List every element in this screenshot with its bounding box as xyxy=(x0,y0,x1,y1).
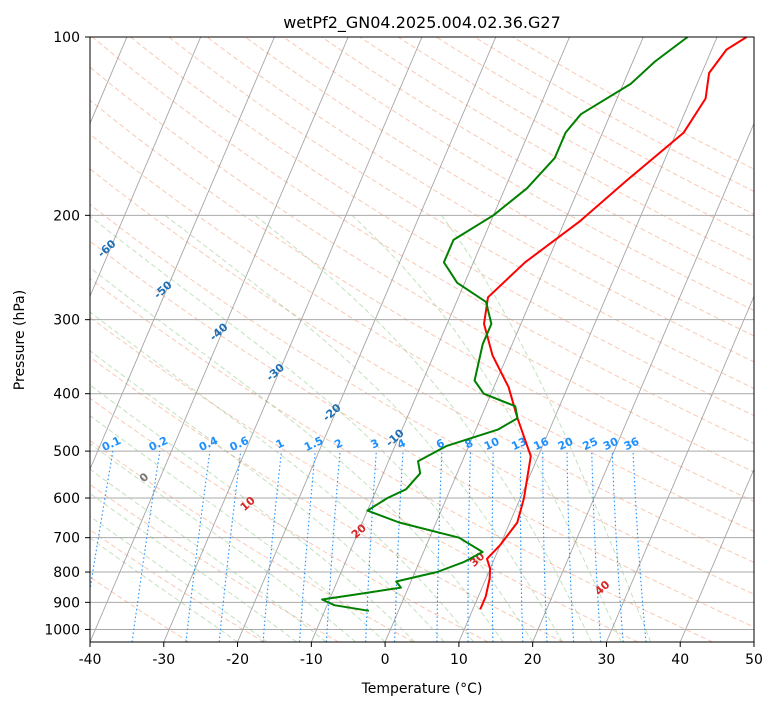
isotherm-line xyxy=(310,37,570,642)
dry-adiabat-line xyxy=(90,66,754,473)
mixing-ratio-label: 16 xyxy=(532,435,552,453)
y-tick-label: 100 xyxy=(53,30,80,46)
moist-adiabat-line xyxy=(164,214,563,642)
background-lines xyxy=(90,37,754,642)
dry-adiabat-line xyxy=(90,203,754,595)
moist-adiabat-line xyxy=(90,215,534,642)
dry-adiabat-line xyxy=(321,37,754,287)
y-axis-ticks: 1000 900 800 700 600 500 400 300 200 100 xyxy=(44,30,90,638)
x-tick-label: 20 xyxy=(524,652,542,668)
dry-adiabat-line xyxy=(90,278,713,642)
mixing-ratio-label: 20 xyxy=(556,435,576,453)
mixing-ratio-label: 25 xyxy=(581,435,600,453)
moist-adiabat-line xyxy=(90,537,238,642)
y-tick-label: 900 xyxy=(53,595,80,611)
dry-adiabat-line xyxy=(283,37,754,312)
isotherm-line xyxy=(532,122,754,642)
mixing-ratio-line xyxy=(131,451,161,642)
dry-adiabat-line xyxy=(206,37,754,363)
isotherm-line xyxy=(606,295,754,642)
y-tick-label: 600 xyxy=(53,491,80,507)
y-tick-label: 700 xyxy=(53,531,80,547)
mixing-ratio-line xyxy=(185,451,211,642)
dry-adiabat-line xyxy=(90,99,754,502)
x-tick-label: -40 xyxy=(79,652,102,668)
isotherm-label: -80 xyxy=(0,156,6,179)
mixing-ratio-line xyxy=(262,451,283,642)
mixing-ratio-line xyxy=(299,451,316,642)
mixing-ratio-line xyxy=(218,451,242,642)
isotherm-line xyxy=(163,37,423,642)
dry-adiabat-line xyxy=(90,240,754,628)
x-tick-label: -30 xyxy=(152,652,175,668)
moist-adiabat-line xyxy=(351,214,622,642)
dry-adiabat-line xyxy=(90,483,339,642)
dry-adiabat-line xyxy=(168,37,754,389)
moist-adiabat-line xyxy=(90,267,504,642)
isotherm-line xyxy=(237,37,497,642)
isotherm-line xyxy=(90,37,202,298)
moist-adiabat-line xyxy=(254,214,593,642)
moist-adiabat-line xyxy=(90,350,445,642)
y-tick-label: 400 xyxy=(53,387,80,403)
temperature-profile xyxy=(479,37,748,610)
x-tick-label: -20 xyxy=(226,652,249,668)
x-tick-label: 10 xyxy=(450,652,468,668)
isotherm-line xyxy=(90,37,275,471)
x-tick-label: 40 xyxy=(671,652,689,668)
x-tick-label: 0 xyxy=(381,652,390,668)
mixing-ratio-label: 10 xyxy=(482,435,502,453)
y-tick-label: 1000 xyxy=(44,622,80,638)
isotherm-line xyxy=(90,37,349,642)
y-tick-label: 800 xyxy=(53,565,80,581)
x-tick-label: 30 xyxy=(598,652,616,668)
moist-adiabat-line xyxy=(90,492,297,642)
isotherm-line xyxy=(384,37,644,642)
y-axis-title: Pressure (hPa) xyxy=(12,290,28,390)
moist-adiabat-line xyxy=(90,442,356,642)
dry-adiabat-line xyxy=(90,397,489,642)
mixing-ratio-label: 36 xyxy=(622,435,642,453)
y-tick-label: 300 xyxy=(53,313,80,329)
dry-adiabat-line xyxy=(90,133,754,533)
x-axis-title: Temperature (°C) xyxy=(361,681,483,697)
y-tick-label: 500 xyxy=(53,444,80,460)
dry-adiabat-line xyxy=(90,529,265,642)
x-tick-label: 50 xyxy=(745,652,763,668)
isotherm-line xyxy=(753,640,754,642)
dry-adiabat-line xyxy=(244,37,754,337)
x-tick-label: -10 xyxy=(300,652,323,668)
y-tick-label: 200 xyxy=(53,208,80,224)
x-axis-ticks: -40 -30 -20 -10 0 10 20 30 40 50 xyxy=(79,642,763,668)
dewpoint-profile xyxy=(321,37,689,612)
plot-frame xyxy=(89,36,755,643)
profile-lines xyxy=(321,37,748,612)
dry-adiabat-line xyxy=(90,356,564,642)
mixing-ratio-line xyxy=(632,451,647,642)
chart-title: wetPf2_GN04.2025.004.02.36.G27 xyxy=(283,13,561,33)
moist-adiabat-line xyxy=(90,468,327,642)
dry-adiabat-line xyxy=(90,316,639,642)
isotherm-line xyxy=(679,467,754,642)
mixing-ratio-label: 30 xyxy=(601,435,621,453)
moist-adiabat-line xyxy=(90,311,475,642)
moist-adiabat-line xyxy=(90,415,386,642)
moist-adiabat-line xyxy=(440,215,652,642)
